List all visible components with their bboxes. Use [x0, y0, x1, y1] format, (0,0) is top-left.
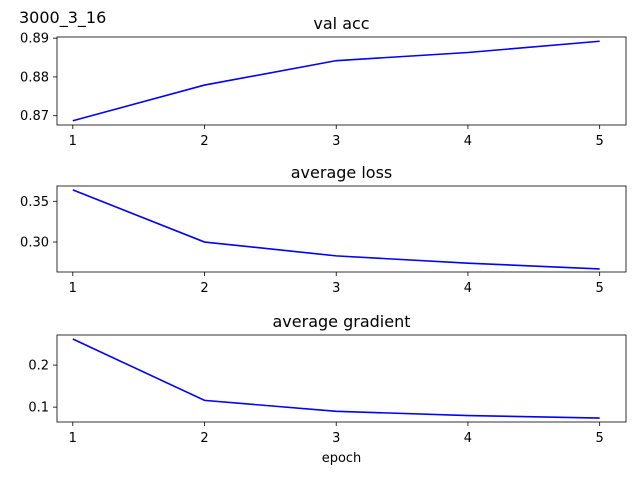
axes-frame: [56, 36, 627, 126]
y-tick-label: 0.89: [20, 32, 49, 47]
y-tick-label: 0.88: [20, 70, 49, 85]
x-tick-label: 2: [200, 431, 208, 446]
x-tick-label: 3: [332, 431, 340, 446]
x-tick-label: 1: [69, 431, 77, 446]
x-tick-label: 5: [596, 134, 604, 149]
x-tick-label: 4: [464, 431, 472, 446]
x-tick-label: 2: [200, 134, 208, 149]
y-tick-label: 0.35: [20, 195, 49, 210]
subplot-title: average gradient: [273, 312, 411, 331]
y-tick-label: 0.30: [20, 236, 49, 251]
y-tick-label: 0.1: [28, 401, 49, 416]
figure-title: 3000_3_16: [19, 8, 107, 27]
x-tick-label: 2: [200, 281, 208, 296]
x-tick-label: 4: [464, 281, 472, 296]
subplot-title: average loss: [291, 163, 393, 182]
subplot-1: val acc 1 2 3 4 5 0.87 0.88 0.89: [20, 14, 627, 149]
axes-frame: [56, 185, 627, 273]
subplot-3: average gradient 1 2 3 4 5 0.1 0.2 epoch: [28, 312, 627, 466]
series-line-1: [72, 189, 600, 270]
x-tick-label: 5: [596, 281, 604, 296]
x-tick-label: 1: [69, 281, 77, 296]
y-tick-label: 0.87: [20, 109, 49, 124]
series-line-1: [72, 40, 600, 122]
subplot-title: val acc: [313, 14, 369, 33]
x-tick-label: 5: [596, 431, 604, 446]
y-tick-label: 0.2: [28, 359, 49, 374]
x-tick-label: 4: [464, 134, 472, 149]
subplot-2: average loss 1 2 3 4 5 0.30 0.35: [20, 163, 627, 296]
x-tick-label: 3: [332, 134, 340, 149]
x-axis-label: epoch: [322, 451, 362, 466]
axes-frame: [56, 334, 627, 423]
series-line-1: [72, 338, 600, 419]
x-tick-label: 3: [332, 281, 340, 296]
x-tick-label: 1: [69, 134, 77, 149]
